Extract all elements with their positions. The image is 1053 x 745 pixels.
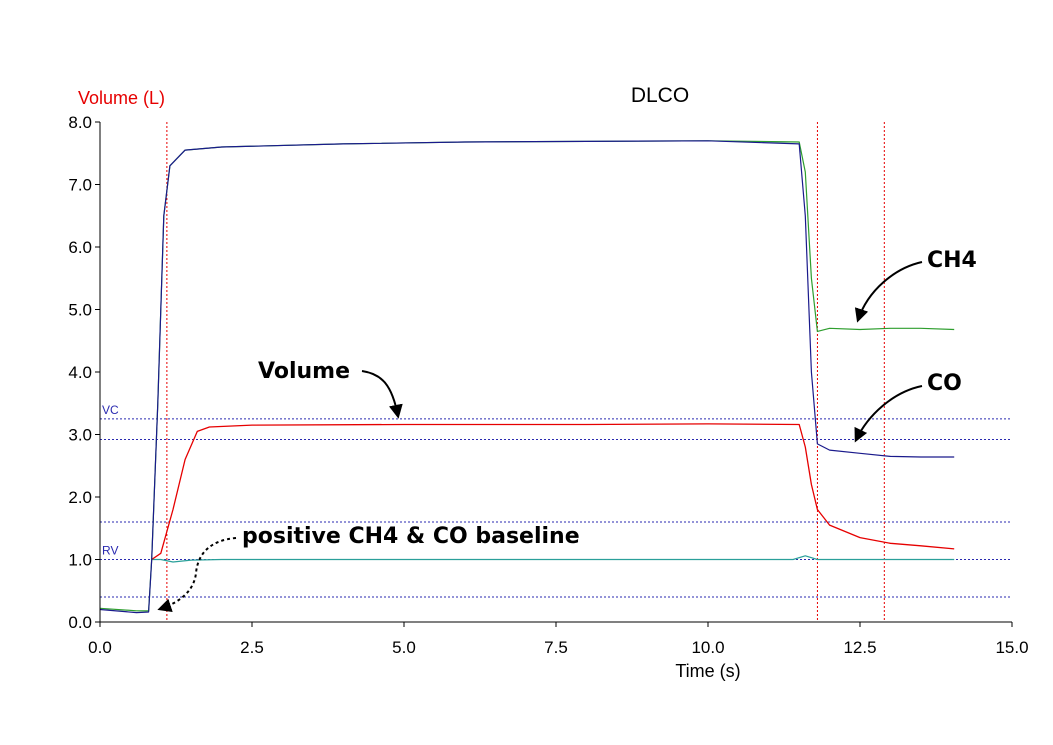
x-tick-label: 2.5 (240, 638, 264, 657)
y-axis-label: Volume (L) (78, 88, 165, 108)
x-tick-label: 5.0 (392, 638, 416, 657)
y-tick-label: 7.0 (68, 176, 92, 195)
y-tick-label: 6.0 (68, 238, 92, 257)
ref-line-label-vc: VC (102, 403, 119, 417)
y-tick-label: 4.0 (68, 363, 92, 382)
y-tick-label: 8.0 (68, 113, 92, 132)
ref-line-label-rv: RV (102, 544, 118, 558)
data-series (99, 140, 955, 614)
annotation-ch4-arrow (854, 261, 923, 323)
y-tick-label: 5.0 (68, 301, 92, 320)
annotation-baseline-arrow (157, 537, 237, 613)
y-tick-label: 3.0 (68, 426, 92, 445)
annotation-co-arrow (854, 385, 923, 443)
series-line-baseline (151, 555, 955, 563)
y-tick-label: 1.0 (68, 551, 92, 570)
y-tick-label: 2.0 (68, 488, 92, 507)
x-tick-label: 7.5 (544, 638, 568, 657)
series-line-co (99, 140, 955, 614)
x-tick-label: 0.0 (88, 638, 112, 657)
x-tick-label: 15.0 (995, 638, 1028, 657)
annotation-volume-arrow (361, 370, 403, 419)
chart-title: DLCO (631, 84, 689, 107)
x-tick-label: 12.5 (843, 638, 876, 657)
series-line-volume (151, 423, 955, 561)
x-axis-label: Time (s) (675, 661, 740, 681)
annotations: CH4 CO Volume positive CH4 & CO baseline (157, 248, 977, 613)
annotation-baseline: positive CH4 & CO baseline (242, 524, 580, 549)
x-tick-label: 10.0 (691, 638, 724, 657)
annotation-ch4: CH4 (927, 248, 977, 273)
y-tick-label: 0.0 (68, 613, 92, 632)
axis-ticks: 0.0 1.0 2.0 3.0 4.0 5.0 6.0 7.0 8.0 0.0 2.5 5.0 7.5 1… (68, 113, 1028, 657)
annotation-volume: Volume (258, 359, 350, 384)
annotation-co: CO (927, 371, 962, 396)
